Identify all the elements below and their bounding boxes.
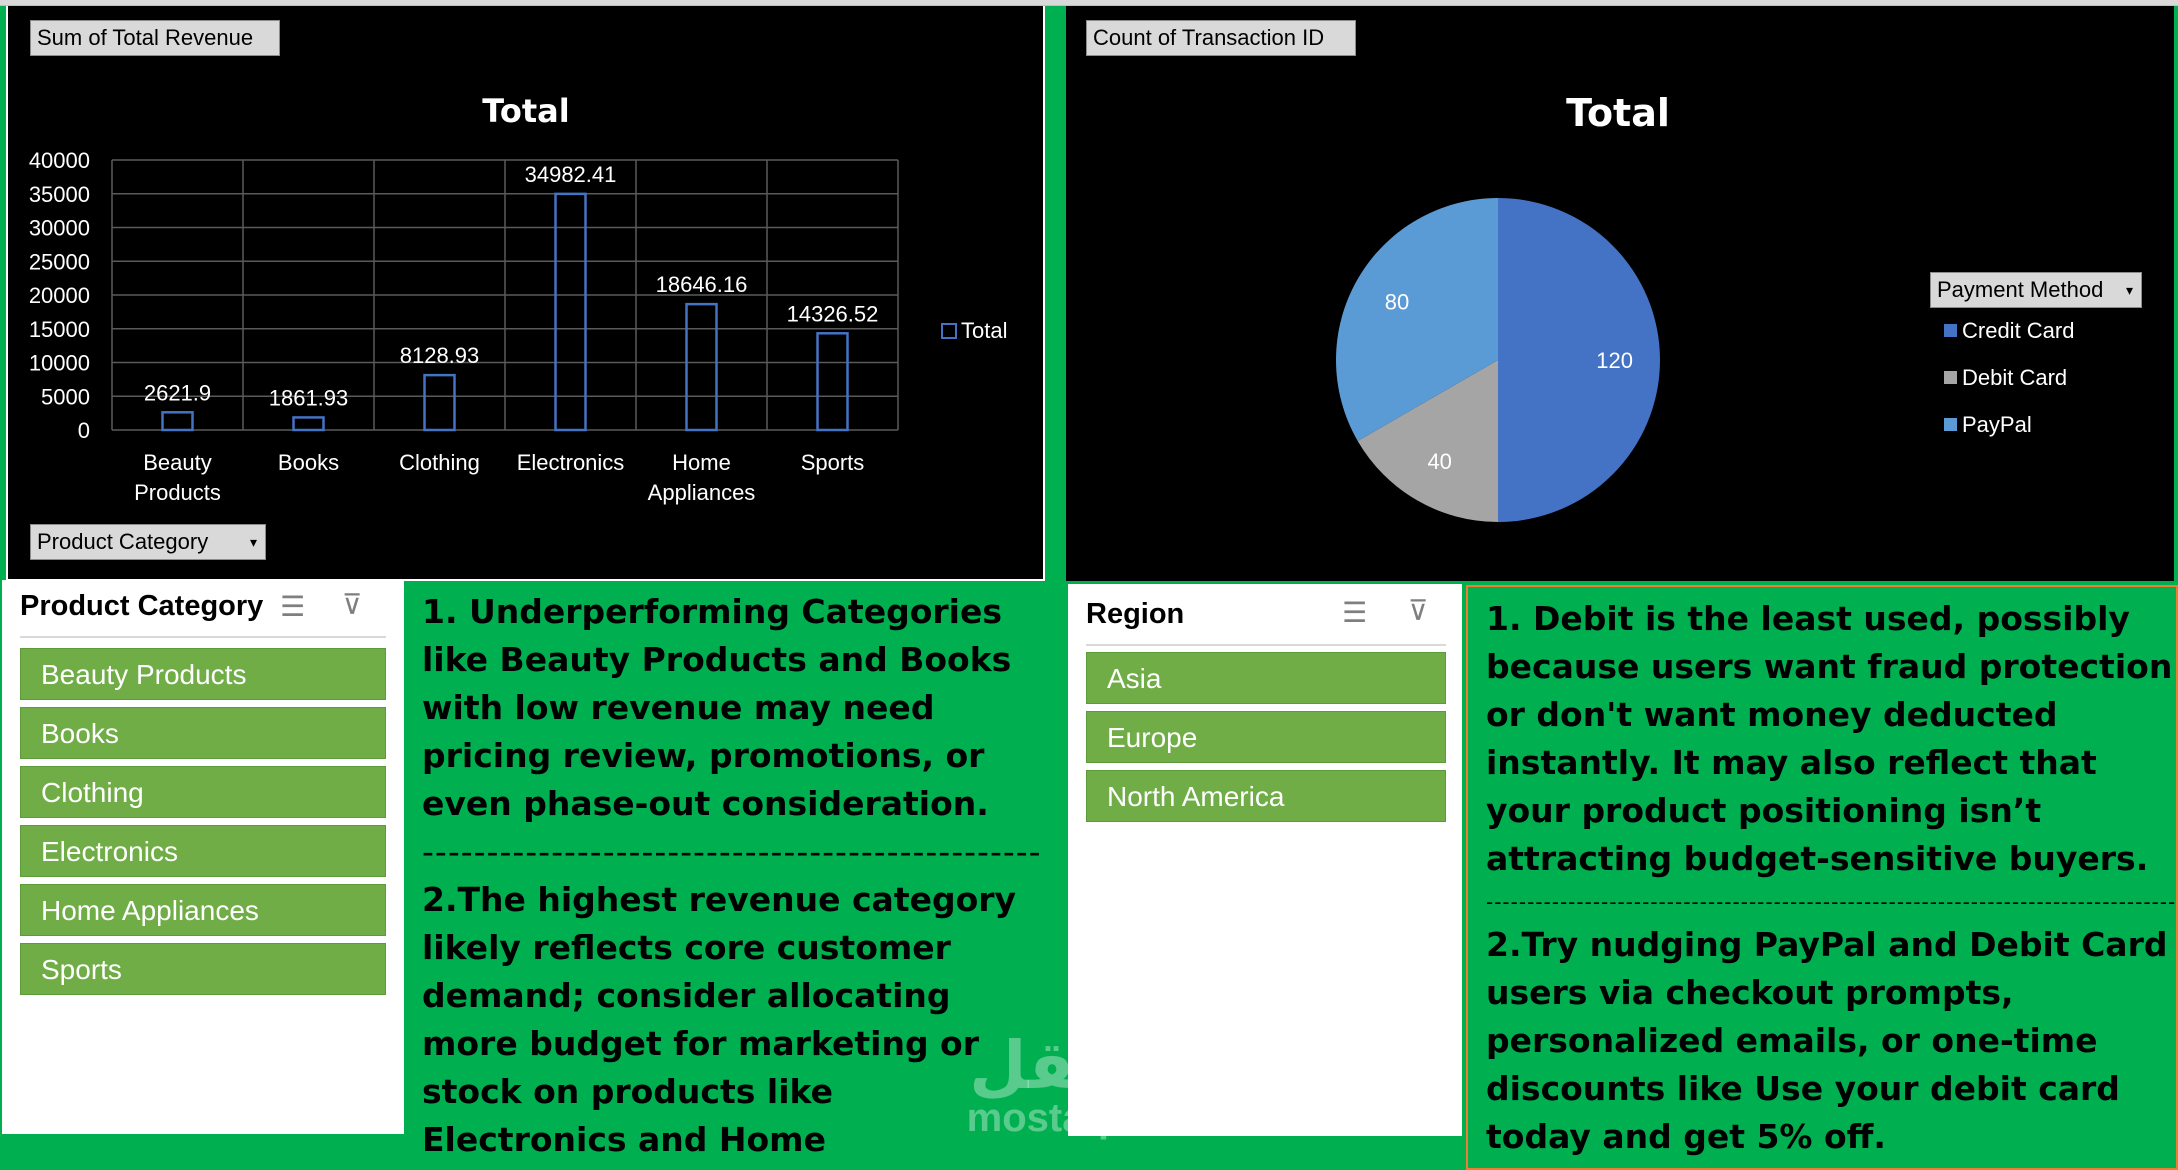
y-tick-label: 35000 xyxy=(29,182,90,207)
value-field-label: Sum of Total Revenue xyxy=(37,25,254,50)
bar[interactable] xyxy=(554,192,587,432)
slicer-divider xyxy=(1086,644,1446,646)
x-tick-label: Beauty Products xyxy=(134,450,221,505)
insight-point-1: 1. Debit is the least used, possibly bec… xyxy=(1486,599,2173,878)
slicer-item[interactable]: Electronics xyxy=(20,825,386,877)
x-tick-label: Home Appliances xyxy=(648,450,756,505)
pie-data-label: 40 xyxy=(1427,449,1451,474)
insight-divider: ----------------------------------------… xyxy=(1486,890,2176,914)
insight-point-2: 2.Try nudging PayPal and Debit Card user… xyxy=(1486,925,2168,1156)
pie-slice[interactable] xyxy=(1357,360,1498,522)
bar[interactable] xyxy=(423,373,456,432)
bar-data-label: 18646.16 xyxy=(656,272,748,297)
revenue-bar-chart[interactable]: Sum of Total Revenue Total 40000 35000 3000… xyxy=(6,6,1045,581)
y-tick-label: 15000 xyxy=(29,317,90,342)
bar-data-label: 1861.93 xyxy=(269,385,349,410)
bar-chart-svg: Total 40000 35000 30000 25000 20000 15000 10000… xyxy=(29,92,1008,505)
pie-slice[interactable] xyxy=(1336,198,1498,441)
pie-data-label: 80 xyxy=(1385,290,1409,315)
sheet-top-strip xyxy=(0,0,2178,6)
multi-select-icon[interactable]: ☰ xyxy=(1342,597,1368,628)
value-field-button[interactable]: Sum of Total Revenue xyxy=(30,20,280,56)
legend-field-button[interactable]: Payment Method ▾ xyxy=(1930,272,2142,308)
bar[interactable] xyxy=(685,302,718,432)
slicer-title: Product Category xyxy=(20,590,264,622)
clear-filter-icon[interactable]: ⊽ xyxy=(1408,595,1429,626)
slicer-item[interactable]: Beauty Products xyxy=(20,648,386,700)
watermark-logo: مستقل xyxy=(950,1030,1230,1100)
x-tick-label: Clothing xyxy=(399,450,480,475)
bar-data-label: 34982.41 xyxy=(525,162,617,187)
legend-field-label: Payment Method xyxy=(1937,277,2104,302)
slicer-item[interactable]: Europe xyxy=(1086,711,1446,763)
bar[interactable] xyxy=(161,411,194,432)
pie-value-field-button[interactable]: Count of Transaction ID xyxy=(1086,20,1356,56)
x-tick-label: Electronics xyxy=(517,450,625,475)
legend-label[interactable]: Debit Card xyxy=(1962,365,2067,390)
insight-divider: ----------------------------------------… xyxy=(422,832,1040,871)
chart-title: Total xyxy=(482,92,569,130)
slicer-product-category[interactable]: Product Category ☰ ⊽ Beauty Products Book… xyxy=(2,580,404,1134)
slicer-title: Region xyxy=(1086,598,1185,630)
bar-data-label: 8128.93 xyxy=(400,343,480,368)
pie-value-field-label: Count of Transaction ID xyxy=(1093,25,1325,50)
pie-slice[interactable] xyxy=(1498,198,1660,522)
legend-swatch xyxy=(1944,418,1957,431)
insight-point-1: 1. Underperforming Categories like Beaut… xyxy=(422,592,1012,823)
dropdown-arrow-icon[interactable]: ▾ xyxy=(2125,282,2133,298)
insight-point-2: 2.The highest revenue category likely re… xyxy=(422,880,1017,1159)
legend-swatch xyxy=(1944,371,1957,384)
slicer-item[interactable]: Asia xyxy=(1086,652,1446,704)
bar[interactable] xyxy=(292,416,325,432)
pie-data-label: 120 xyxy=(1596,348,1633,373)
legend-swatch xyxy=(941,323,957,339)
payment-pie-chart[interactable]: Count of Transaction ID Total 120 40 80 Cred… xyxy=(1066,6,2174,581)
insight-text-payment: 1. Debit is the least used, possibly bec… xyxy=(1466,585,2178,1170)
clear-filter-icon[interactable]: ⊽ xyxy=(342,589,363,620)
y-tick-label: 40000 xyxy=(29,148,90,173)
slicer-item[interactable]: Sports xyxy=(20,943,386,995)
y-tick-label: 20000 xyxy=(29,283,90,308)
x-tick-label: Books xyxy=(278,450,339,475)
bar-data-label: 14326.52 xyxy=(787,301,879,326)
x-tick-label: Sports xyxy=(801,450,865,475)
insight-text-categories: 1. Underperforming Categories like Beaut… xyxy=(422,588,1040,1164)
y-tick-label: 25000 xyxy=(29,249,90,274)
y-tick-label: 0 xyxy=(78,418,90,443)
slicer-item[interactable]: Books xyxy=(20,707,386,759)
y-tick-label: 10000 xyxy=(29,351,90,376)
multi-select-icon[interactable]: ☰ xyxy=(280,591,306,622)
axis-field-button[interactable]: Product Category ▾ xyxy=(30,524,266,560)
slicer-item[interactable]: Clothing xyxy=(20,766,386,818)
watermark-arabic: مستقل xyxy=(969,1028,1211,1102)
slicer-region[interactable]: Region ☰ ⊽ Asia Europe North America xyxy=(1068,584,1462,1136)
legend-label[interactable]: Credit Card xyxy=(1962,318,2074,343)
legend-swatch xyxy=(1944,324,1957,337)
axis-field-label: Product Category xyxy=(37,529,209,554)
y-tick-label: 30000 xyxy=(29,216,90,241)
slicer-item[interactable]: Home Appliances xyxy=(20,884,386,936)
bar[interactable] xyxy=(816,332,849,432)
bar-data-label: 2621.9 xyxy=(144,380,211,405)
watermark-url: mostaql.com xyxy=(966,1096,1214,1140)
legend-label[interactable]: PayPal xyxy=(1962,412,2032,437)
y-tick-label: 5000 xyxy=(41,384,90,409)
dropdown-arrow-icon[interactable]: ▾ xyxy=(249,534,257,550)
slicer-divider xyxy=(20,636,386,638)
legend-label: Total xyxy=(961,318,1007,343)
chart-title: Total xyxy=(1566,91,1670,135)
pie-chart-svg: Total 120 40 80 Credit Card Debit Card PayPal xyxy=(1336,91,2074,522)
slicer-item[interactable]: North America xyxy=(1086,770,1446,822)
